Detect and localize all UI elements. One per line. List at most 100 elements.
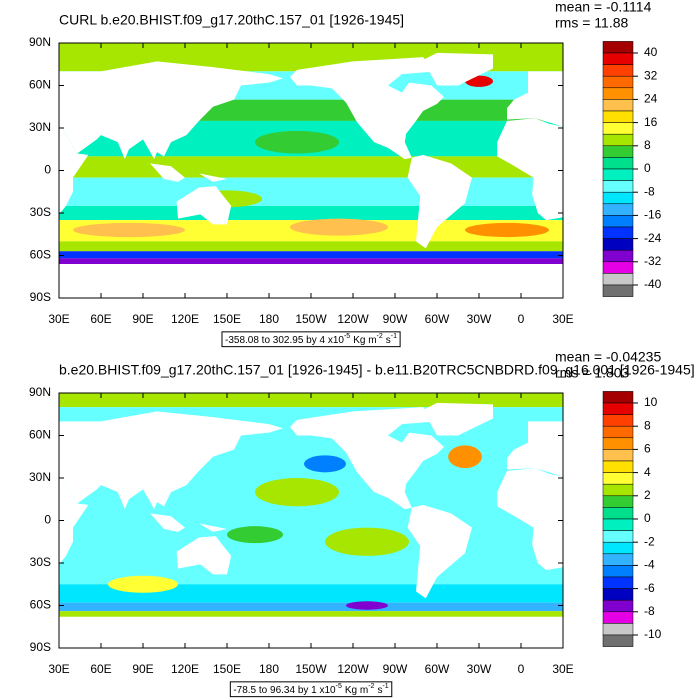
lat-label: 90N <box>29 385 51 399</box>
colorbar-swatch <box>602 437 634 450</box>
lat-label: 30N <box>29 120 51 134</box>
field-band <box>59 251 563 259</box>
lat-label: 60S <box>30 248 51 262</box>
lat-label: 0 <box>44 163 51 177</box>
land <box>150 163 185 182</box>
range-box <box>229 681 393 698</box>
colorbar-swatch <box>602 180 634 193</box>
land <box>290 57 444 160</box>
land <box>59 126 89 215</box>
range-text: -358.08 to 302.95 by 4 x10-5 Kg m-2 s-1 <box>225 333 397 346</box>
lat-label: 60N <box>29 428 51 442</box>
colorbar-label: 32 <box>644 68 658 82</box>
lon-label: 90E <box>132 662 153 676</box>
colorbar-swatch <box>602 52 634 65</box>
field-band <box>59 264 563 298</box>
colorbar-swatch <box>602 599 634 613</box>
field-patch <box>448 445 482 469</box>
field-patch <box>325 527 409 556</box>
colorbar-swatch <box>602 472 634 485</box>
lon-label: 180 <box>259 662 279 676</box>
lon-label: 30E <box>48 312 69 326</box>
colorbar-label: 8 <box>644 418 651 432</box>
colorbar-swatch <box>602 588 634 601</box>
colorbar-swatch <box>602 157 634 170</box>
lat-label: 0 <box>44 513 51 527</box>
range-part: s <box>377 685 382 696</box>
colorbar-swatch <box>602 507 634 520</box>
colorbar-swatch <box>602 64 634 77</box>
field-patch <box>255 130 339 154</box>
colorbar-label: 16 <box>644 115 658 129</box>
panel-title: b.e20.BHIST.f09_g17.20thC.157_01 [1926-1… <box>59 362 695 378</box>
colorbar-label: -16 <box>644 208 662 222</box>
lon-label: 0 <box>518 662 525 676</box>
land <box>176 186 232 225</box>
range-exponent: -5 <box>336 683 342 690</box>
colorbar-label: 2 <box>644 488 651 502</box>
map-field <box>59 43 563 298</box>
lat-label: 90S <box>30 290 51 304</box>
colorbar-swatch <box>602 110 634 123</box>
land <box>59 61 283 160</box>
panel-title: CURL b.e20.BHIST.f09_g17.20thC.157_01 [1… <box>59 12 404 28</box>
lat-label: 30N <box>29 470 51 484</box>
lon-label: 120E <box>171 662 199 676</box>
colorbar-swatch <box>602 41 634 54</box>
lon-label: 150W <box>295 312 327 326</box>
colorbar-swatch <box>602 518 634 531</box>
colorbar-label: 0 <box>644 511 651 525</box>
colorbar-swatch <box>602 611 634 624</box>
land <box>290 407 444 510</box>
lon-label: 120W <box>337 312 369 326</box>
colorbar-label: -10 <box>644 627 662 641</box>
land <box>59 476 89 565</box>
colorbar-swatch <box>602 402 634 415</box>
field-band <box>59 611 563 617</box>
lon-label: 60E <box>90 312 111 326</box>
lon-label: 150E <box>213 662 241 676</box>
range-exponent: -1 <box>391 333 397 340</box>
field-patch <box>73 222 185 238</box>
range-part: s <box>386 335 391 346</box>
lon-label: 60W <box>425 662 450 676</box>
lon-label: 90W <box>383 662 408 676</box>
field-band <box>59 177 563 206</box>
colorbar-swatch <box>602 261 634 274</box>
rms-text: rms = 1.803 <box>555 365 630 381</box>
land <box>176 536 232 575</box>
colorbar-swatch <box>602 168 634 181</box>
field-band <box>59 616 563 648</box>
colorbar-swatch <box>602 483 634 497</box>
colorbar-swatch <box>602 391 634 404</box>
panel: b.e20.BHIST.f09_g17.20thC.157_01 [1926-1… <box>29 349 695 698</box>
colorbar-label: -2 <box>644 534 655 548</box>
colorbar-swatch <box>602 99 634 112</box>
lon-label: 60W <box>425 312 450 326</box>
colorbar-swatch <box>602 87 634 100</box>
colorbar-swatch <box>602 122 634 135</box>
colorbar-label: 40 <box>644 45 658 59</box>
colorbar-swatch <box>602 75 634 89</box>
colorbar-swatch <box>602 145 634 158</box>
land <box>497 118 563 221</box>
lat-label: 60S <box>30 598 51 612</box>
colorbar-label: 10 <box>644 395 658 409</box>
land <box>407 154 472 249</box>
colorbar-swatch <box>602 238 634 251</box>
field-patch <box>465 222 549 238</box>
land <box>407 504 472 599</box>
lon-label: 30W <box>467 662 492 676</box>
lat-label: 90N <box>29 35 51 49</box>
field-patch <box>346 601 388 610</box>
colorbar-swatch <box>602 541 634 555</box>
colorbar-swatch <box>602 530 634 543</box>
colorbar-swatch <box>602 273 634 286</box>
lon-label: 180 <box>259 312 279 326</box>
colorbar-swatch <box>602 249 634 263</box>
colorbar-label: -6 <box>644 581 655 595</box>
field-patch <box>108 575 178 593</box>
colorbar-label: 8 <box>644 138 651 152</box>
colorbar-swatch <box>602 623 634 636</box>
